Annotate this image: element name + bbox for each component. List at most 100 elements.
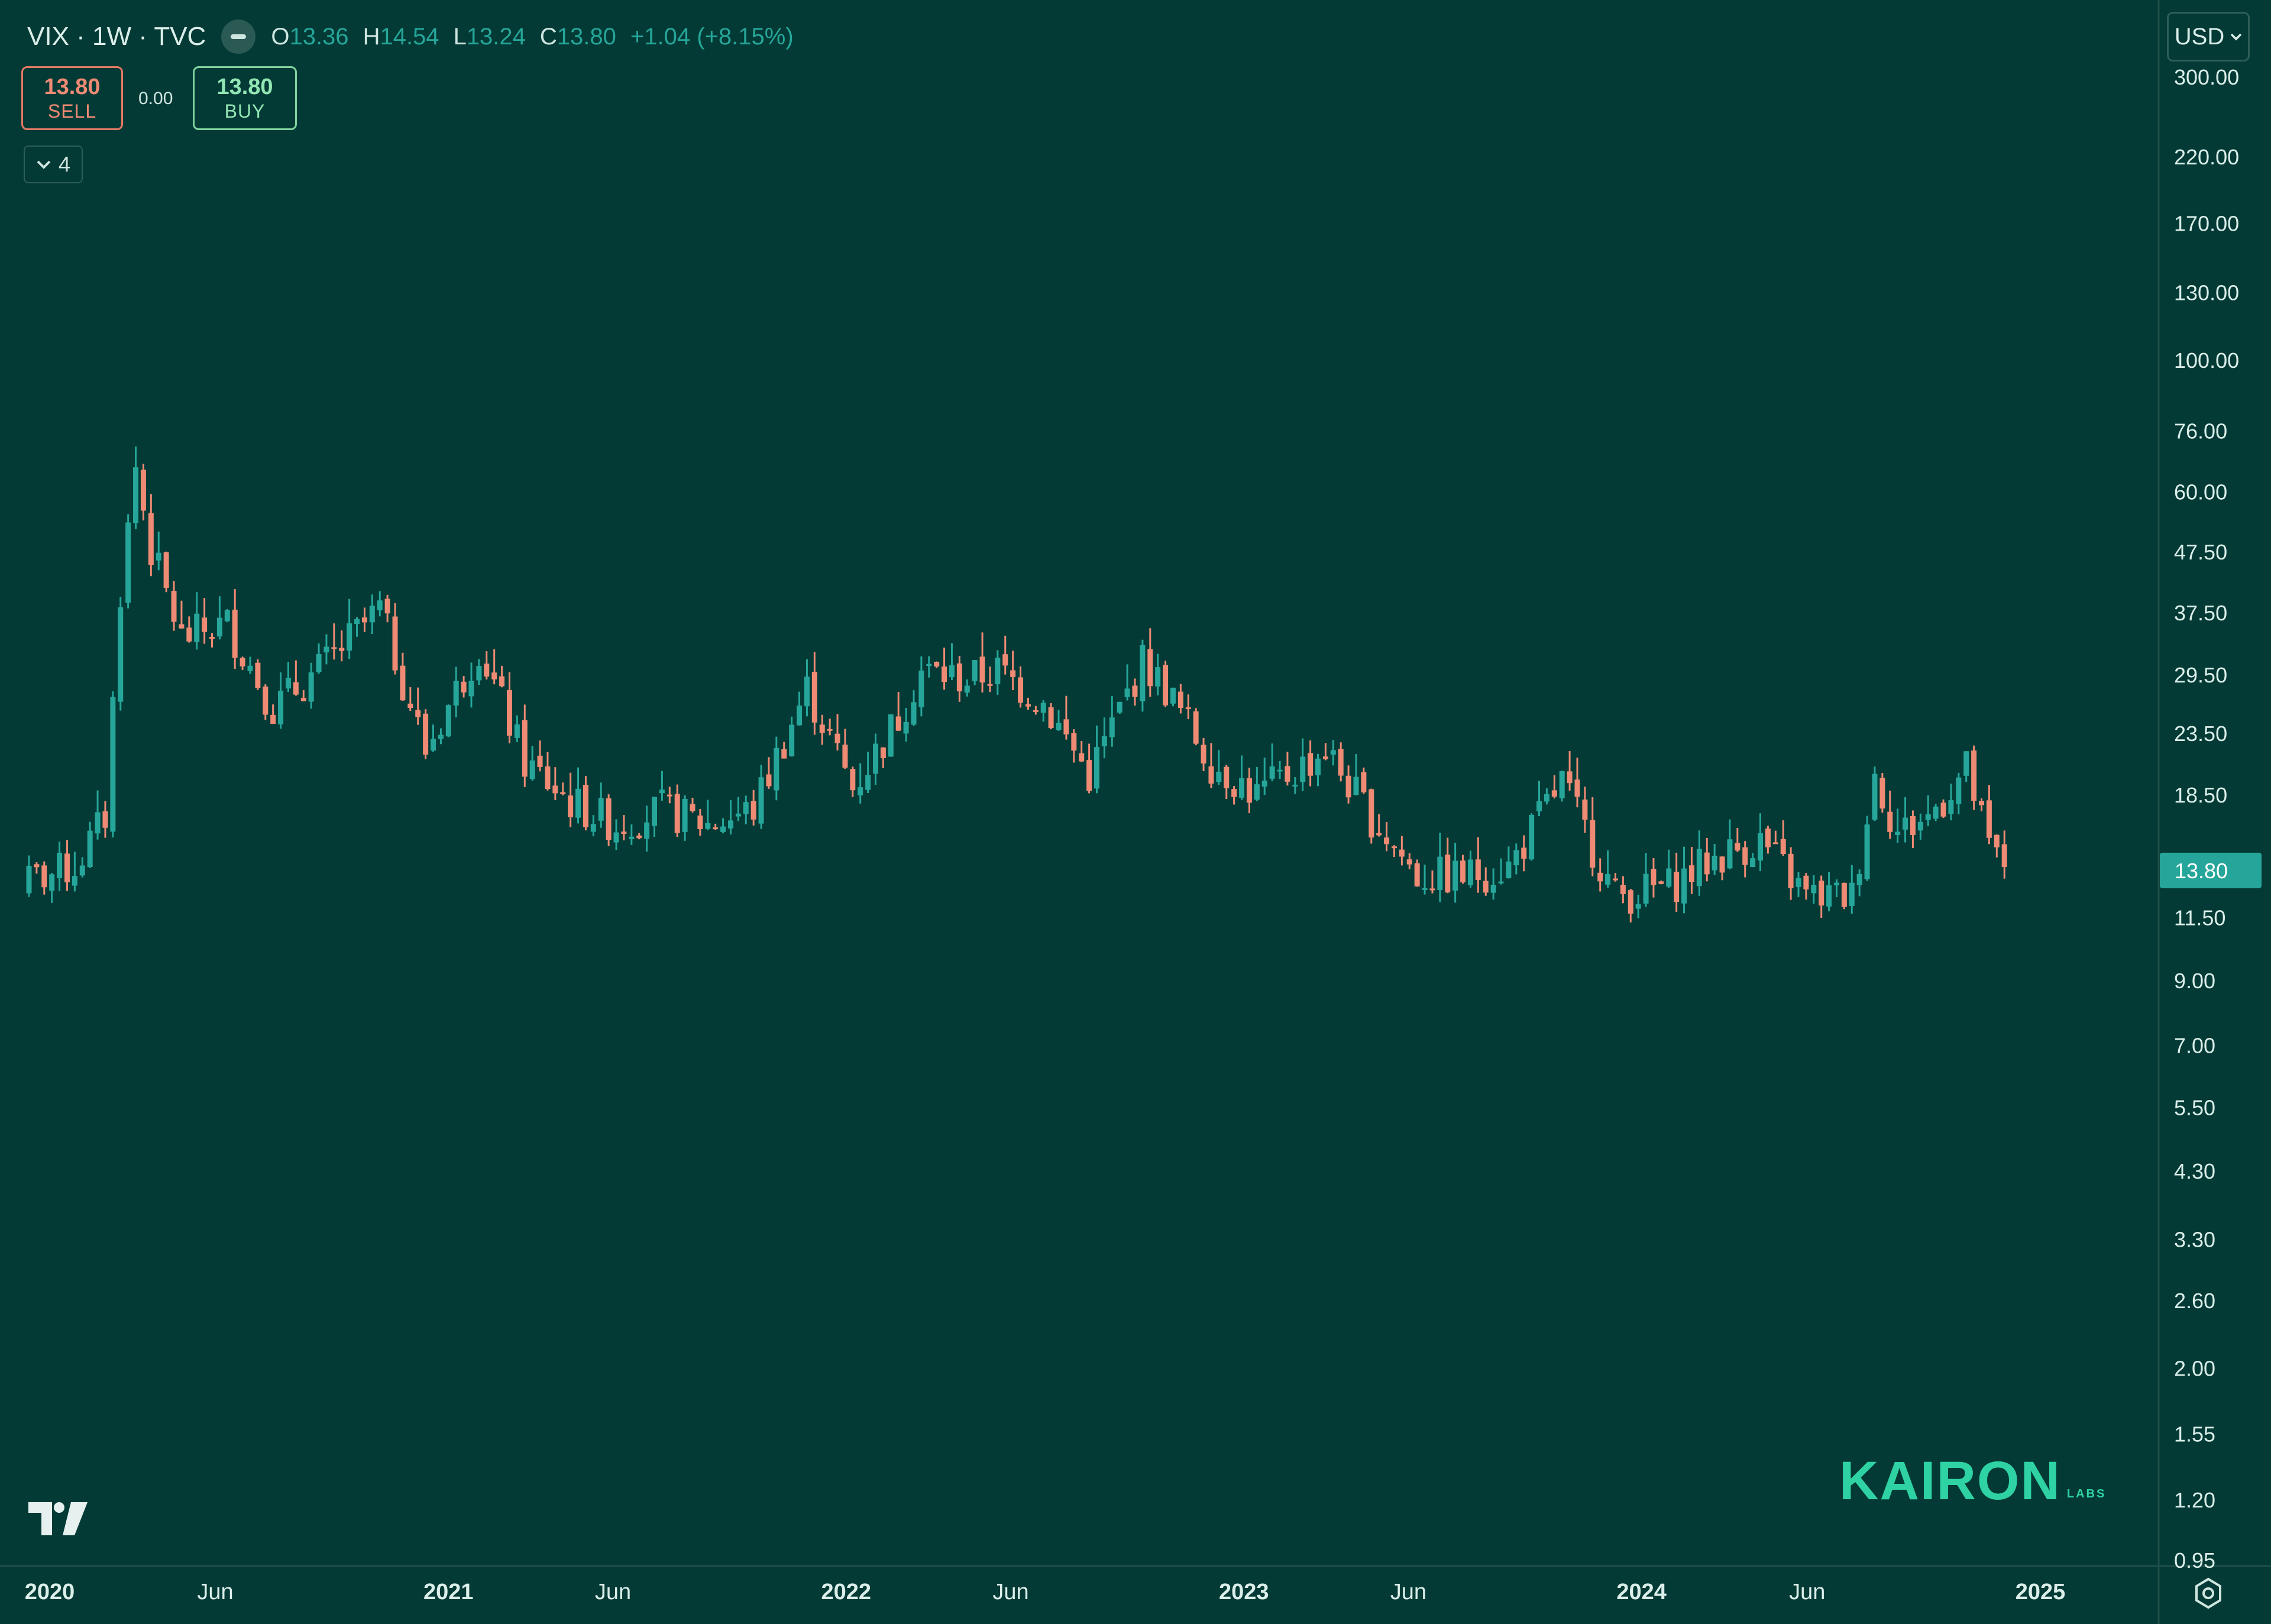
candle[interactable] bbox=[1040, 700, 1046, 722]
candle[interactable] bbox=[987, 667, 993, 693]
candle[interactable] bbox=[1094, 725, 1100, 794]
candle[interactable] bbox=[1155, 654, 1161, 695]
candle[interactable] bbox=[568, 772, 574, 827]
candle[interactable] bbox=[713, 823, 719, 830]
candle[interactable] bbox=[1269, 743, 1275, 781]
candle[interactable] bbox=[95, 790, 101, 840]
candle[interactable] bbox=[1758, 813, 1764, 872]
candle[interactable] bbox=[1132, 678, 1138, 706]
candle[interactable] bbox=[1933, 804, 1939, 821]
candle[interactable] bbox=[774, 736, 779, 801]
market-status-icon[interactable] bbox=[221, 20, 256, 54]
candle[interactable] bbox=[1856, 869, 1862, 897]
candle[interactable] bbox=[720, 818, 726, 834]
candle[interactable] bbox=[1903, 797, 1908, 843]
candle[interactable] bbox=[727, 800, 733, 834]
candle[interactable] bbox=[1696, 830, 1702, 896]
candle[interactable] bbox=[1071, 729, 1077, 763]
candle[interactable] bbox=[895, 691, 901, 731]
candle[interactable] bbox=[1079, 741, 1085, 762]
candle[interactable] bbox=[1948, 784, 1954, 821]
candle[interactable] bbox=[1231, 786, 1237, 805]
candle[interactable] bbox=[1796, 872, 1801, 897]
candle[interactable] bbox=[1033, 706, 1039, 715]
candle[interactable] bbox=[1612, 872, 1618, 882]
candle[interactable] bbox=[209, 633, 215, 648]
candle[interactable] bbox=[484, 651, 490, 680]
candle[interactable] bbox=[300, 690, 306, 702]
candle[interactable] bbox=[79, 857, 85, 878]
candle[interactable] bbox=[423, 709, 429, 759]
candle[interactable] bbox=[522, 704, 528, 787]
candle[interactable] bbox=[858, 763, 863, 804]
candle[interactable] bbox=[1277, 761, 1283, 779]
candle[interactable] bbox=[255, 659, 261, 690]
candle[interactable] bbox=[1559, 771, 1565, 802]
candle[interactable] bbox=[1895, 808, 1901, 843]
candle[interactable] bbox=[361, 607, 367, 633]
candle[interactable] bbox=[1887, 790, 1893, 839]
candle[interactable] bbox=[1979, 798, 1985, 811]
price-axis[interactable]: 300.00 220.00 170.00 130.00 100.00 76.00 60.00… bbox=[2174, 65, 2239, 1573]
candle[interactable] bbox=[354, 617, 360, 637]
candle[interactable] bbox=[163, 551, 169, 593]
candle[interactable] bbox=[1826, 872, 1832, 911]
candle[interactable] bbox=[667, 787, 672, 804]
candle[interactable] bbox=[1498, 858, 1504, 885]
candle[interactable] bbox=[1208, 743, 1214, 788]
candle[interactable] bbox=[1025, 697, 1031, 710]
candle[interactable] bbox=[972, 659, 978, 685]
candle[interactable] bbox=[598, 782, 604, 828]
candle[interactable] bbox=[781, 742, 787, 759]
candle[interactable] bbox=[1788, 847, 1794, 900]
candle[interactable] bbox=[1376, 814, 1382, 837]
candle[interactable] bbox=[293, 660, 299, 696]
candle[interactable] bbox=[697, 808, 703, 836]
candle[interactable] bbox=[1506, 846, 1512, 879]
candle[interactable] bbox=[400, 652, 406, 701]
candle[interactable] bbox=[1414, 859, 1420, 887]
time-axis[interactable]: 2020 Jun 2021 Jun 2022 Jun 2023 Jun 2024 Jun 2025 bbox=[25, 1580, 2066, 1604]
candle[interactable] bbox=[1345, 765, 1351, 804]
candle[interactable] bbox=[1521, 835, 1527, 872]
tradingview-logo-icon[interactable] bbox=[28, 1502, 88, 1535]
candle[interactable] bbox=[270, 704, 276, 724]
candle[interactable] bbox=[1170, 687, 1176, 707]
candle[interactable] bbox=[1185, 694, 1191, 720]
candle[interactable] bbox=[1147, 628, 1153, 697]
candle[interactable] bbox=[942, 648, 947, 690]
candle[interactable] bbox=[644, 805, 650, 852]
candle[interactable] bbox=[156, 531, 161, 571]
candle[interactable] bbox=[682, 795, 688, 841]
candle[interactable] bbox=[1666, 849, 1672, 888]
gear-icon[interactable] bbox=[2192, 1577, 2225, 1610]
candle[interactable] bbox=[621, 815, 627, 840]
candle[interactable] bbox=[308, 662, 314, 709]
candle[interactable] bbox=[850, 766, 856, 797]
candle[interactable] bbox=[331, 623, 337, 660]
candle[interactable] bbox=[1475, 837, 1481, 893]
candle[interactable] bbox=[1849, 865, 1855, 914]
candle[interactable] bbox=[1590, 797, 1596, 876]
candle[interactable] bbox=[918, 656, 924, 717]
candle[interactable] bbox=[819, 714, 825, 745]
candle[interactable] bbox=[674, 784, 680, 837]
candle[interactable] bbox=[140, 464, 146, 520]
candle[interactable] bbox=[1994, 834, 2000, 858]
candle[interactable] bbox=[1063, 695, 1069, 740]
candle[interactable] bbox=[1956, 772, 1962, 815]
candle[interactable] bbox=[743, 795, 749, 824]
candle[interactable] bbox=[1261, 758, 1267, 795]
candle[interactable] bbox=[232, 589, 238, 669]
candle[interactable] bbox=[347, 599, 352, 659]
buy-button[interactable]: 13.80 BUY bbox=[193, 66, 297, 130]
candle[interactable] bbox=[636, 833, 642, 840]
candle[interactable] bbox=[102, 801, 108, 838]
candle[interactable] bbox=[1772, 830, 1778, 845]
candle[interactable] bbox=[1681, 846, 1687, 914]
candle[interactable] bbox=[956, 656, 962, 702]
candle[interactable] bbox=[499, 665, 505, 688]
candle[interactable] bbox=[1986, 785, 1992, 845]
candle[interactable] bbox=[1109, 695, 1115, 747]
